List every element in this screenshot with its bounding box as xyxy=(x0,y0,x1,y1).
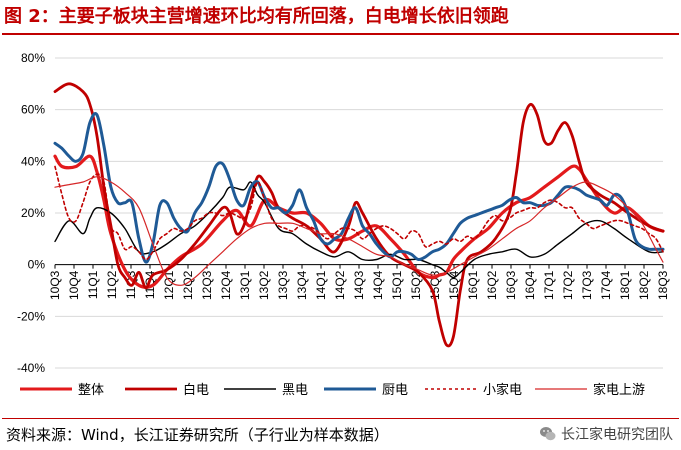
source-divider xyxy=(2,418,679,419)
x-tick-label: 13Q4 xyxy=(295,270,309,300)
legend-label-small-appliance: 小家电 xyxy=(483,382,522,398)
x-tick-label: 14Q1 xyxy=(314,270,328,300)
y-tick-label: 60% xyxy=(21,103,45,117)
x-tick-label: 15Q2 xyxy=(409,270,423,300)
x-tick-label: 17Q2 xyxy=(561,270,575,300)
x-tick-label: 11Q1 xyxy=(86,270,100,299)
wechat-icon xyxy=(540,427,556,441)
x-tick-label: 17Q4 xyxy=(599,270,613,300)
x-tick-label: 12Q1 xyxy=(162,270,176,300)
series-lines xyxy=(53,82,665,348)
y-axis-ticks: -40% -20% 0% 20% 40% 60% 80% xyxy=(17,51,45,375)
x-tick-label: 14Q3 xyxy=(352,270,366,300)
x-tick-label: 16Q4 xyxy=(523,270,537,300)
x-tick-label: 14Q4 xyxy=(371,270,385,300)
x-tick-label: 18Q3 xyxy=(656,270,670,300)
x-tick-label: 18Q1 xyxy=(618,270,632,300)
x-tick-label: 15Q1 xyxy=(390,270,404,300)
x-tick-label: 12Q2 xyxy=(181,270,195,300)
y-tick-label: -20% xyxy=(17,309,45,323)
x-tick-label: 15Q4 xyxy=(447,270,461,300)
legend-label-kitchen: 厨电 xyxy=(382,383,408,398)
legend-label-upstream: 家电上游 xyxy=(593,382,645,398)
x-tick-label: 14Q2 xyxy=(333,270,347,300)
x-tick-label: 13Q2 xyxy=(257,270,271,300)
legend-label-white-goods: 白电 xyxy=(183,382,209,398)
title-underline xyxy=(2,33,679,35)
series-line-small-appliance xyxy=(54,165,664,261)
x-tick-label: 11Q4 xyxy=(143,270,157,299)
x-tick-label: 13Q1 xyxy=(238,270,252,300)
y-tick-label: 80% xyxy=(21,51,45,65)
x-tick-label: 16Q1 xyxy=(466,270,480,300)
x-tick-label: 18Q2 xyxy=(637,270,651,300)
legend-label-total: 整体 xyxy=(78,383,104,398)
x-tick-label: 17Q1 xyxy=(542,270,556,300)
brand-tag: 长江家电研究团队 xyxy=(539,424,673,444)
x-tick-label: 10Q4 xyxy=(67,270,81,300)
x-tick-label: 12Q4 xyxy=(219,270,233,300)
y-tick-label: -40% xyxy=(17,361,45,375)
y-tick-label: 0% xyxy=(28,258,46,272)
brand-label: 长江家电研究团队 xyxy=(561,427,673,443)
x-tick-label: 11Q2 xyxy=(105,270,119,299)
x-tick-label: 16Q3 xyxy=(504,270,518,300)
x-tick-label: 17Q3 xyxy=(580,270,594,300)
y-tick-label: 40% xyxy=(21,154,45,168)
x-tick-label: 12Q3 xyxy=(200,270,214,300)
legend: 整体 白电 黑电 厨电 小家电 家电上游 xyxy=(20,382,645,398)
x-tick-label: 10Q3 xyxy=(48,270,62,300)
chart-title: 图 2：主要子板块主营增速环比均有所回落，白电增长依旧领跑 xyxy=(4,6,509,27)
x-tick-label: 13Q3 xyxy=(276,270,290,300)
source-note: 资料来源：Wind，长江证券研究所（子行业为样本数据） xyxy=(6,426,389,444)
x-tick-label: 16Q2 xyxy=(485,270,499,300)
line-chart: -40% -20% 0% 20% 40% 60% 80% 10Q3 10Q4 11Q1 11Q2 1… xyxy=(17,51,670,398)
y-tick-label: 20% xyxy=(21,206,45,220)
x-axis-ticks: 10Q3 10Q4 11Q1 11Q2 11Q3 11Q4 12Q1 12Q2 12Q3 12Q4… xyxy=(48,264,670,300)
legend-label-black-goods: 黑电 xyxy=(282,383,308,398)
series-line-kitchen xyxy=(53,112,665,264)
series-line-upstream xyxy=(54,176,664,286)
